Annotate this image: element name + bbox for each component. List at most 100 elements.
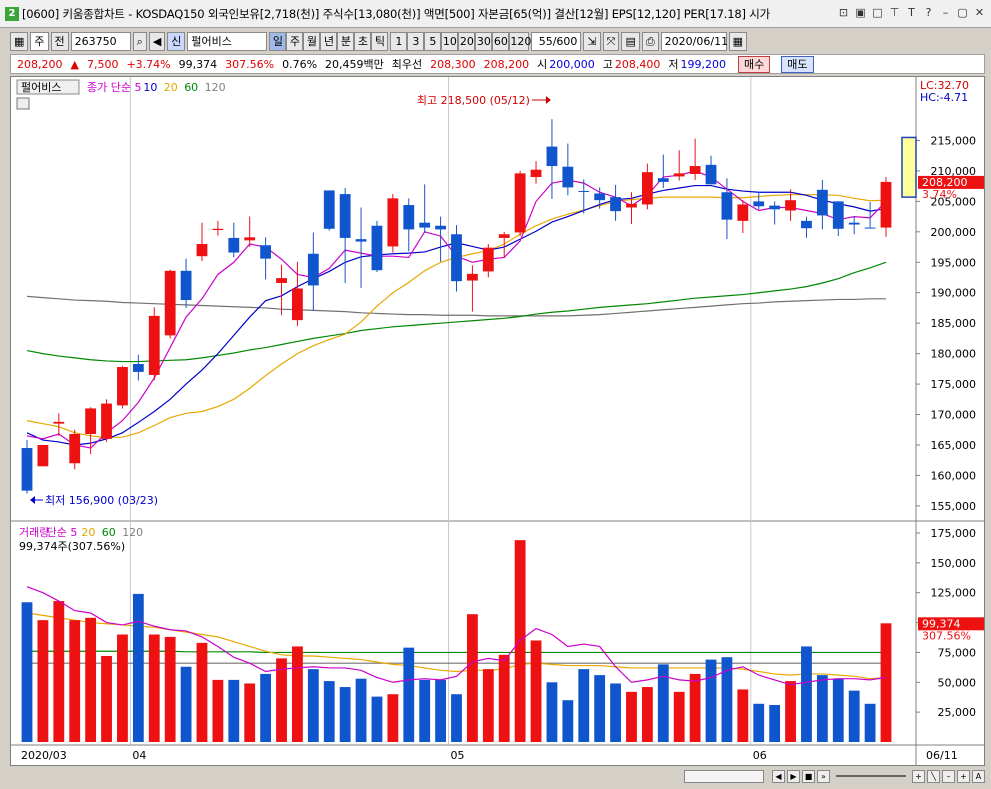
volume-bar (451, 694, 462, 742)
link-icon[interactable]: ⊡ (838, 6, 849, 19)
code-input[interactable]: 263750 (70, 31, 131, 51)
price-tick-label: 210,000 (931, 165, 977, 178)
zoom-slider[interactable] (836, 775, 906, 777)
tick-button-30[interactable]: 30 (475, 31, 493, 51)
tick-button-5[interactable]: 5 (424, 31, 442, 51)
candle-body (610, 197, 621, 212)
volume-bar (196, 642, 208, 742)
candle-body (785, 200, 796, 211)
play-back-icon[interactable]: ◀ (772, 769, 785, 783)
screen-icon[interactable]: □ (872, 6, 883, 19)
speaker-icon[interactable]: ◀ (148, 31, 166, 51)
high-price: 208,400 (614, 57, 661, 71)
forecast-box (901, 136, 917, 198)
candle (53, 413, 65, 436)
plus-icon[interactable]: + (957, 769, 970, 783)
date-input[interactable]: 2020/06/11 (660, 31, 728, 51)
current-volume-label: 99,374 (922, 617, 961, 630)
candle-body (323, 190, 335, 229)
tick-button-120[interactable]: 120 (509, 31, 531, 51)
price-tick-label: 190,000 (931, 287, 977, 300)
tick-buttons: 1 3 5 10 20 30 60 120 (390, 31, 531, 51)
layout-icon[interactable]: ▣ (855, 6, 866, 19)
volume-bar (244, 683, 256, 742)
stop-icon[interactable]: ■ (802, 769, 815, 783)
tool-icon[interactable]: ⤧ (602, 31, 620, 51)
zoom-icon[interactable]: ⇲ (583, 31, 601, 51)
buy-button[interactable]: 매수 (738, 55, 771, 73)
price-tick-label: 215,000 (931, 134, 977, 147)
maximize-icon[interactable]: ▢ (957, 6, 968, 19)
candle-body (657, 178, 669, 182)
tick-button-60[interactable]: 60 (492, 31, 510, 51)
volume-bar (37, 620, 49, 742)
volume-legend-item: 60 (102, 526, 116, 539)
minimize-icon[interactable]: – (942, 6, 949, 19)
candle-body (737, 204, 749, 221)
period-tab-4[interactable]: 분 (337, 31, 355, 51)
candle (244, 216, 256, 248)
period-tab-6[interactable]: 틱 (371, 31, 389, 51)
price-tick-label: 195,000 (931, 256, 977, 269)
candle-body (228, 237, 240, 253)
grid-icon[interactable]: ▦ (10, 31, 29, 51)
candle-body (673, 173, 685, 177)
volume-bar (307, 669, 319, 742)
play-icon[interactable]: ▶ (787, 769, 800, 783)
line-icon[interactable]: ╲ (927, 769, 940, 783)
candle (403, 198, 415, 252)
candle-body (307, 253, 319, 286)
tick-button-1[interactable]: 1 (390, 31, 408, 51)
tick-button-3[interactable]: 3 (407, 31, 425, 51)
sell-button[interactable]: 매도 (781, 55, 814, 73)
text-icon[interactable]: A (972, 769, 985, 783)
prev-button[interactable]: 전 (50, 31, 69, 51)
candle-body (466, 273, 478, 281)
indicator-badge[interactable]: 신 (167, 31, 186, 51)
tick-button-10[interactable]: 10 (441, 31, 459, 51)
print-icon[interactable]: ⎙ (641, 31, 659, 51)
tick-button-20[interactable]: 20 (458, 31, 476, 51)
candle (864, 201, 876, 229)
volume-bar (705, 659, 717, 742)
turnover-pct: 0.76% (282, 57, 318, 71)
candle-body (832, 201, 844, 229)
stock-chart[interactable]: 155,000 160,000 165,000 170,000 175,000 180,0… (10, 76, 985, 766)
cross-icon[interactable]: + (912, 769, 925, 783)
candle (610, 184, 621, 221)
minus-icon[interactable]: – (942, 769, 955, 783)
current-volume-pct: 307.56% (922, 629, 971, 642)
font-icon[interactable]: T (908, 6, 915, 19)
current-price: 208,200 (17, 57, 63, 71)
candle-body (85, 408, 97, 435)
save-icon[interactable]: ▤ (621, 31, 640, 51)
volume: 99,374 (178, 57, 218, 71)
calendar-icon[interactable]: ▦ (728, 31, 748, 51)
candle-body (403, 205, 415, 230)
volume-bar (530, 640, 542, 742)
candle (848, 216, 860, 235)
pin-icon[interactable]: ⊤ (889, 6, 900, 19)
help-icon[interactable]: ? (925, 6, 932, 19)
candle-body (132, 363, 144, 372)
candle (85, 407, 97, 455)
period-tab-3[interactable]: 년 (320, 31, 338, 51)
volume-bar (228, 679, 240, 742)
candle-body (880, 181, 892, 228)
volume-bar (276, 658, 287, 742)
candle-body (244, 237, 256, 241)
volume-bar (801, 646, 812, 742)
period-tab-0[interactable]: 일 (269, 31, 287, 51)
candle-body (721, 192, 733, 220)
period-tab-5[interactable]: 초 (354, 31, 372, 51)
search-icon[interactable]: ⌕ (132, 31, 147, 51)
period-tab-1[interactable]: 주 (286, 31, 304, 51)
scrollbar-track[interactable] (684, 769, 764, 783)
info-bar: 208,200 ▲ 7,500 +3.74% 99,374 307.56% 0.… (10, 54, 985, 74)
period-select[interactable]: 주 (30, 31, 49, 51)
close-icon[interactable]: ✕ (974, 6, 985, 19)
period-tab-2[interactable]: 월 (303, 31, 321, 51)
candle-body (260, 245, 272, 259)
fast-forward-icon[interactable]: » (817, 769, 830, 783)
candle-body (753, 201, 765, 207)
